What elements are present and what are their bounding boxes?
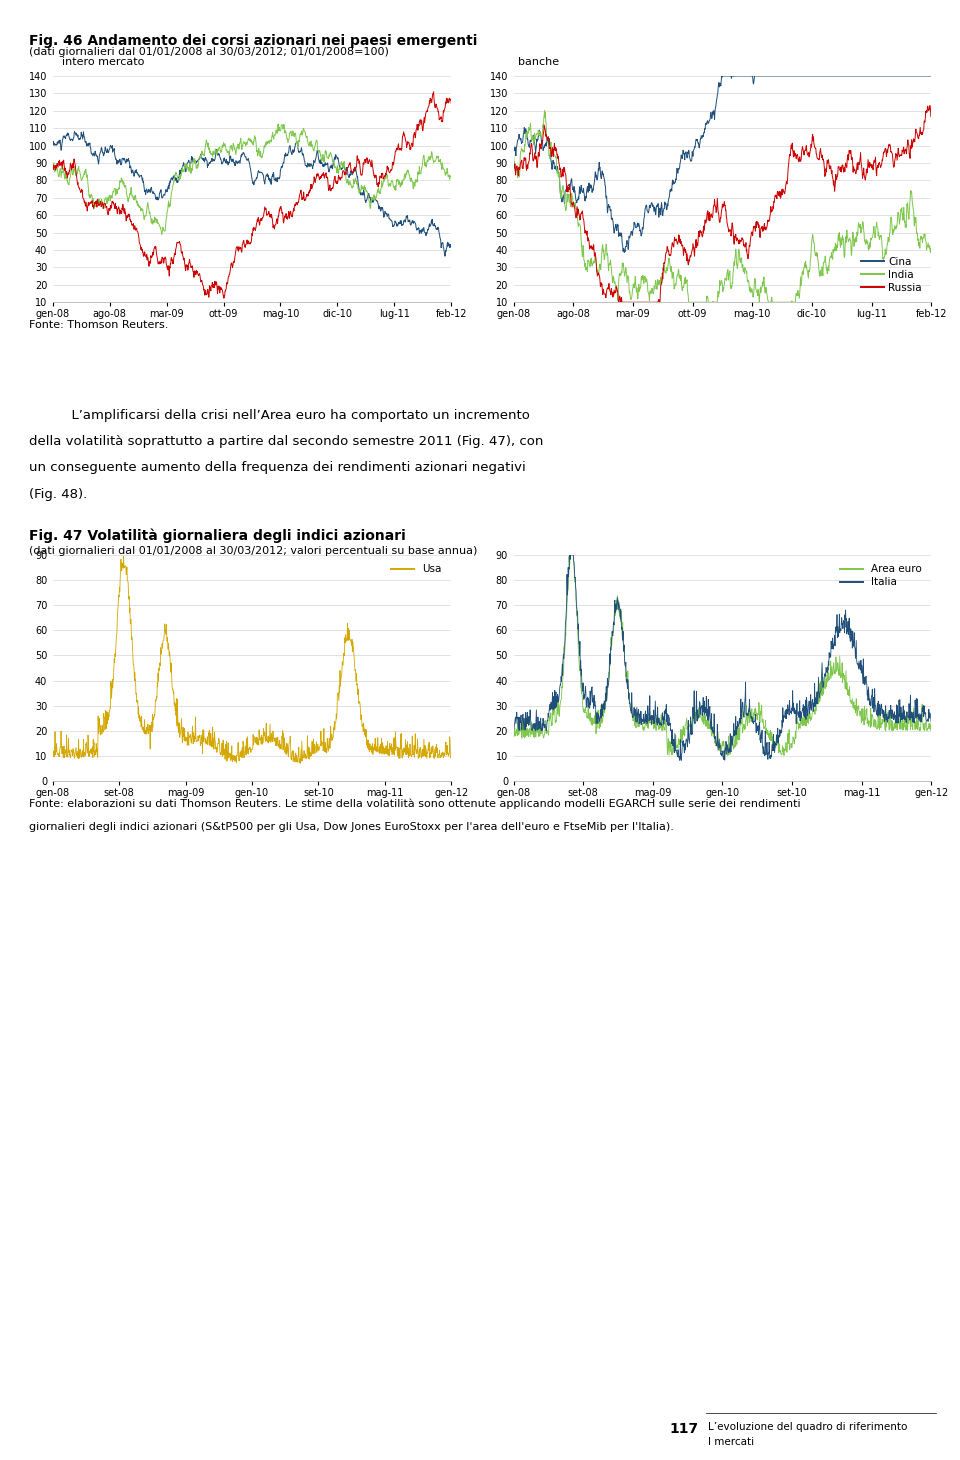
Text: (dati giornalieri dal 01/01/2008 al 30/03/2012; valori percentuali su base annua: (dati giornalieri dal 01/01/2008 al 30/0… (29, 546, 477, 556)
Text: banche: banche (518, 57, 560, 67)
Text: un conseguente aumento della frequenza dei rendimenti azionari negativi: un conseguente aumento della frequenza d… (29, 461, 525, 474)
Text: giornalieri degli indici azionari (S&tP500 per gli Usa, Dow Jones EuroStoxx per : giornalieri degli indici azionari (S&tP5… (29, 822, 674, 832)
Text: della volatilità soprattutto a partire dal secondo semestre 2011 (Fig. 47), con: della volatilità soprattutto a partire d… (29, 435, 543, 448)
Text: (dati giornalieri dal 01/01/2008 al 30/03/2012; 01/01/2008=100): (dati giornalieri dal 01/01/2008 al 30/0… (29, 47, 389, 57)
Text: L’amplificarsi della crisi nell’Area euro ha comportato un incremento: L’amplificarsi della crisi nell’Area eur… (29, 409, 530, 422)
Text: Fig. 47 Volatilità giornaliera degli indici azionari: Fig. 47 Volatilità giornaliera degli ind… (29, 529, 405, 543)
Text: Fonte: elaborazioni su dati Thomson Reuters. Le stime della volatilità sono otte: Fonte: elaborazioni su dati Thomson Reut… (29, 799, 801, 809)
Text: Fig. 46 Andamento dei corsi azionari nei paesi emergenti: Fig. 46 Andamento dei corsi azionari nei… (29, 34, 477, 48)
Text: (Fig. 48).: (Fig. 48). (29, 488, 87, 501)
Legend: Area euro, Italia: Area euro, Italia (835, 561, 926, 591)
Legend: Cina, India, Russia: Cina, India, Russia (857, 253, 926, 296)
Text: Fonte: Thomson Reuters.: Fonte: Thomson Reuters. (29, 320, 168, 330)
Text: I mercati: I mercati (708, 1437, 755, 1447)
Text: L’evoluzione del quadro di riferimento: L’evoluzione del quadro di riferimento (708, 1422, 908, 1432)
Legend: Usa: Usa (387, 561, 446, 578)
Text: 117: 117 (670, 1422, 699, 1437)
Text: intero mercato: intero mercato (62, 57, 145, 67)
